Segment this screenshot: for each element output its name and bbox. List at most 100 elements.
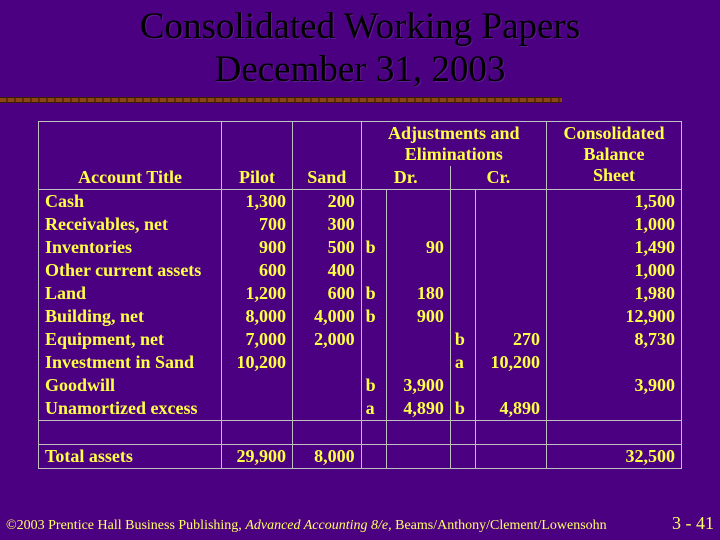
- cell-account: Building, net: [39, 305, 222, 328]
- footer: ©2003 Prentice Hall Business Publishing,…: [6, 513, 714, 534]
- cell-dr-label: [361, 351, 386, 374]
- cell-cr-value: [475, 282, 546, 305]
- cell-cr-value: 4,890: [475, 397, 546, 421]
- cell-account: Investment in Sand: [39, 351, 222, 374]
- cell-dr-label: b: [361, 305, 386, 328]
- cell-account: Receivables, net: [39, 213, 222, 236]
- cell-sand: 400: [292, 259, 361, 282]
- cell-account: Cash: [39, 190, 222, 214]
- table-row: Goodwillb3,9003,900: [39, 374, 682, 397]
- cell-dr-value: [386, 351, 450, 374]
- cell-balance: [546, 351, 681, 374]
- cell-account: Equipment, net: [39, 328, 222, 351]
- cell-dr-value: [386, 190, 450, 214]
- hdr-account: Account Title: [39, 122, 222, 190]
- cell-balance: 8,730: [546, 328, 681, 351]
- hdr-adjustments: Adjustments and Eliminations: [361, 122, 546, 167]
- hdr-balance: Consolidated Balance Sheet: [546, 122, 681, 190]
- cell-balance: 3,900: [546, 374, 681, 397]
- header-row-1: Account Title Pilot Sand Adjustments and…: [39, 122, 682, 167]
- cell-account: Land: [39, 282, 222, 305]
- total-label: Total assets: [39, 445, 222, 469]
- working-papers-table: Account Title Pilot Sand Adjustments and…: [38, 121, 682, 469]
- hdr-dr: Dr.: [361, 166, 450, 190]
- cell-dr-value: 4,890: [386, 397, 450, 421]
- cell-pilot: 8,000: [222, 305, 293, 328]
- table-row: Other current assets600400 1,000: [39, 259, 682, 282]
- footer-text: ©2003 Prentice Hall Business Publishing,…: [6, 518, 607, 534]
- cell-sand: 500: [292, 236, 361, 259]
- cell-balance: 1,980: [546, 282, 681, 305]
- title-line2: December 31, 2003: [215, 49, 506, 90]
- cell-dr-value: [386, 259, 450, 282]
- cell-cr-label: b: [450, 328, 475, 351]
- cell-sand: 4,000: [292, 305, 361, 328]
- cell-dr-label: [361, 328, 386, 351]
- cell-account: Goodwill: [39, 374, 222, 397]
- cell-sand: 2,000: [292, 328, 361, 351]
- cell-dr-value: 90: [386, 236, 450, 259]
- cell-sand: 200: [292, 190, 361, 214]
- cell-dr-label: a: [361, 397, 386, 421]
- cell-balance: 1,490: [546, 236, 681, 259]
- cell-sand: [292, 374, 361, 397]
- cell-dr-label: b: [361, 236, 386, 259]
- cell-balance: 1,500: [546, 190, 681, 214]
- table-row: Unamortized excessa4,890b4,890: [39, 397, 682, 421]
- total-sand: 8,000: [292, 445, 361, 469]
- hdr-sand: Sand: [292, 122, 361, 190]
- title-line1: Consolidated Working Papers: [140, 6, 580, 47]
- total-balance: 32,500: [546, 445, 681, 469]
- cell-balance: 1,000: [546, 259, 681, 282]
- cell-cr-label: [450, 374, 475, 397]
- cell-cr-value: [475, 305, 546, 328]
- consolidation-table: Account Title Pilot Sand Adjustments and…: [38, 121, 682, 469]
- cell-pilot: 600: [222, 259, 293, 282]
- cell-pilot: 7,000: [222, 328, 293, 351]
- cell-cr-value: 10,200: [475, 351, 546, 374]
- cell-cr-label: [450, 259, 475, 282]
- slide-title: Consolidated Working Papers December 31,…: [0, 0, 720, 91]
- cell-sand: [292, 351, 361, 374]
- cell-pilot: 1,300: [222, 190, 293, 214]
- page-number: 3 - 41: [672, 513, 714, 534]
- table-row: Inventories900500b901,490: [39, 236, 682, 259]
- cell-cr-value: [475, 374, 546, 397]
- cell-dr-label: [361, 213, 386, 236]
- cell-account: Other current assets: [39, 259, 222, 282]
- cell-sand: 300: [292, 213, 361, 236]
- cell-cr-value: [475, 259, 546, 282]
- cell-pilot: [222, 374, 293, 397]
- cell-sand: 600: [292, 282, 361, 305]
- cell-dr-value: [386, 213, 450, 236]
- cell-cr-value: [475, 190, 546, 214]
- spacer-row: [39, 421, 682, 445]
- cell-pilot: [222, 397, 293, 421]
- cell-cr-label: b: [450, 397, 475, 421]
- cell-dr-value: 900: [386, 305, 450, 328]
- total-pilot: 29,900: [222, 445, 293, 469]
- cell-dr-value: 180: [386, 282, 450, 305]
- table-row: Land1,200600b180 1,980: [39, 282, 682, 305]
- cell-cr-label: [450, 305, 475, 328]
- divider-rule: [0, 97, 562, 103]
- cell-cr-value: 270: [475, 328, 546, 351]
- cell-cr-label: [450, 213, 475, 236]
- table-row: Cash1,300200 1,500: [39, 190, 682, 214]
- cell-balance: 1,000: [546, 213, 681, 236]
- cell-cr-value: [475, 213, 546, 236]
- cell-dr-label: [361, 190, 386, 214]
- total-row: Total assets 29,900 8,000 32,500: [39, 445, 682, 469]
- table-row: Receivables, net700300 1,000: [39, 213, 682, 236]
- cell-pilot: 10,200: [222, 351, 293, 374]
- cell-cr-label: [450, 236, 475, 259]
- cell-dr-label: b: [361, 374, 386, 397]
- cell-sand: [292, 397, 361, 421]
- cell-dr-label: [361, 259, 386, 282]
- cell-pilot: 700: [222, 213, 293, 236]
- cell-dr-label: b: [361, 282, 386, 305]
- cell-pilot: 1,200: [222, 282, 293, 305]
- cell-pilot: 900: [222, 236, 293, 259]
- table-row: Investment in Sand10,200a10,200: [39, 351, 682, 374]
- cell-dr-value: 3,900: [386, 374, 450, 397]
